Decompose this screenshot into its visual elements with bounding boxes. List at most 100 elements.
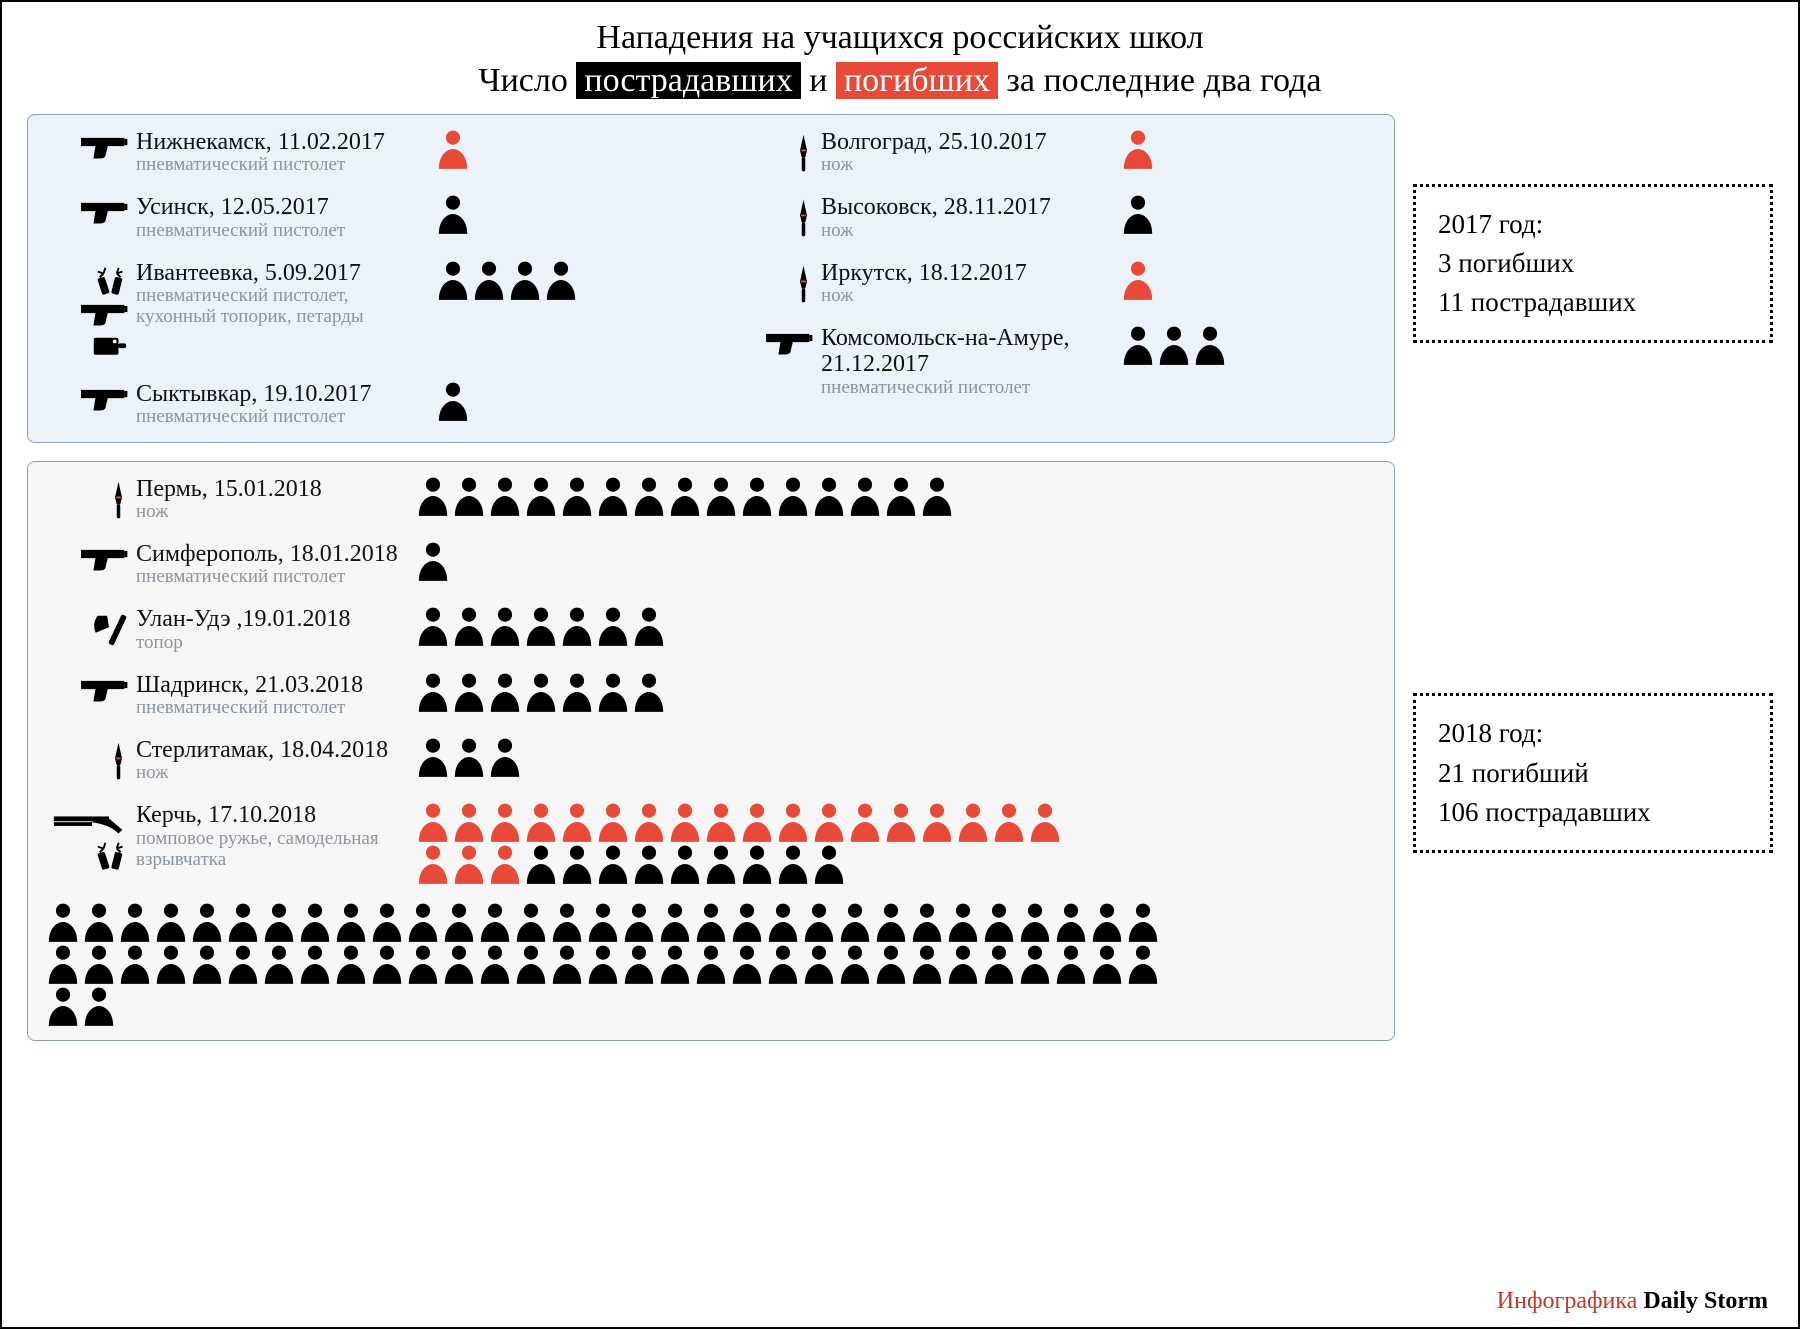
person-icon [416,476,450,516]
person-icon [956,802,990,842]
weapon-icons [46,194,136,228]
weapon-icons [46,802,136,873]
people-icons [1121,194,1155,234]
highlight-dead: погибших [836,62,998,99]
incident-weapon: пневматический пистолет [136,221,430,242]
person-icon [370,902,404,942]
person-icon [478,902,512,942]
person-icon [776,844,810,884]
incident-text: Иркутск, 18.12.2017 нож [821,260,1121,307]
person-icon [488,476,522,516]
person-icon [262,944,296,984]
highlight-injured: пострадавших [576,62,800,99]
person-icon [632,672,666,712]
incident-row: Керчь, 17.10.2018 помповое ружье, самоде… [46,802,1376,884]
knife-icon [794,198,813,240]
person-icon [632,802,666,842]
person-icon [910,944,944,984]
incident-row: Стерлитамак, 18.04.2018 нож [46,737,1376,784]
person-icon [118,902,152,942]
person-icon [1126,944,1160,984]
person-icon [838,944,872,984]
incident-row: Симферополь, 18.01.2018 пневматический п… [46,541,1376,588]
person-icon [1157,325,1191,365]
weapon-icons [46,260,136,363]
person-icon [514,944,548,984]
incident-weapon: пневматический пистолет [136,698,410,719]
incident-row: Иркутск, 18.12.2017 нож [731,260,1376,307]
person-icon [560,802,594,842]
incident-text: Пермь, 15.01.2018 нож [136,476,416,523]
person-icon [416,606,450,646]
weapon-icons [46,737,136,783]
person-icon [658,902,692,942]
person-icon [154,944,188,984]
weapon-icons [731,129,821,175]
incident-row: Высоковск, 28.11.2017 нож [731,194,1376,241]
title-mid: и [801,62,836,99]
person-icon [632,844,666,884]
person-icon [668,844,702,884]
person-icon [1121,194,1155,234]
credit-source: Daily Storm [1643,1288,1768,1314]
person-icon [622,902,656,942]
person-icon [488,606,522,646]
person-icon [622,944,656,984]
person-icon [874,902,908,942]
person-icon [1193,325,1227,365]
person-icon [1028,802,1062,842]
incident-row: Улан-Удэ ,19.01.2018 топор [46,606,1376,653]
knife-icon [109,741,128,783]
person-icon [488,802,522,842]
person-icon [436,194,470,234]
credit-label: Инфографика [1497,1288,1638,1314]
person-icon [740,802,774,842]
person-icon [848,802,882,842]
title-block: Нападения на учащихся российских школ Чи… [27,17,1773,102]
person-icon [452,476,486,516]
person-icon [334,902,368,942]
summary-2017-injured: 11 пострадавших [1438,283,1748,322]
people-icons [1121,260,1155,300]
incident-text: Симферополь, 18.01.2018 пневматический п… [136,541,416,588]
incident-text: Ивантеевка, 5.09.2017 пневматический пис… [136,260,436,328]
incident-row: Шадринск, 21.03.2018 пневматический пист… [46,672,1376,719]
people-icons-overflow [46,902,1186,1026]
incident-location: Шадринск, 21.03.2018 [136,672,410,698]
person-icon [416,737,450,777]
pistol-icon [79,545,128,575]
axe-icon [90,610,128,648]
person-icon [262,902,296,942]
title-line2: Число пострадавших и погибших за последн… [27,60,1773,103]
person-icon [910,902,944,942]
person-icon [472,260,506,300]
summary-2018-dead: 21 погибший [1438,754,1748,793]
person-icon [488,844,522,884]
incident-weapon: нож [821,221,1115,242]
person-icon [436,381,470,421]
incident-text: Комсомольск-на-Амуре, 21.12.2017 пневмат… [821,325,1121,399]
person-icon [1121,129,1155,169]
person-icon [884,476,918,516]
person-icon [452,802,486,842]
pistol-icon [79,676,128,706]
incident-location: Нижнекамск, 11.02.2017 [136,129,430,155]
person-icon [118,944,152,984]
person-icon [848,476,882,516]
person-icon [1018,902,1052,942]
people-icons [436,260,578,300]
people-icons [416,737,522,777]
title-pre: Число [479,62,577,99]
person-icon [298,902,332,942]
incident-location: Ивантеевка, 5.09.2017 [136,260,430,286]
incident-location: Керчь, 17.10.2018 [136,802,410,828]
summary-2017: 2017 год: 3 погибших 11 пострадавших [1413,184,1773,343]
people-icons [416,541,450,581]
incident-weapon: нож [136,502,410,523]
incident-location: Стерлитамак, 18.04.2018 [136,737,410,763]
incident-location: Пермь, 15.01.2018 [136,476,410,502]
person-icon [704,476,738,516]
incident-row: Усинск, 12.05.2017 пневматический пистол… [46,194,691,241]
people-icons [436,381,470,421]
incident-text: Нижнекамск, 11.02.2017 пневматический пи… [136,129,436,176]
